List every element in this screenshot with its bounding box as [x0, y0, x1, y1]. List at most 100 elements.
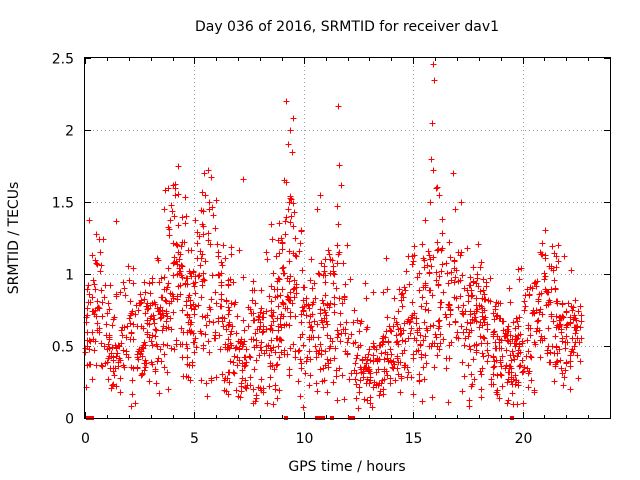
- data-point: [191, 339, 198, 346]
- data-point: [275, 343, 282, 350]
- data-point: [169, 208, 176, 215]
- data-point: [243, 346, 250, 353]
- data-point: [274, 278, 281, 285]
- data-point: [152, 333, 159, 340]
- data-point: [353, 381, 360, 388]
- data-point: [519, 369, 526, 376]
- data-point: [182, 220, 189, 227]
- data-point: [464, 287, 471, 294]
- data-point: [279, 239, 286, 246]
- data-point: [563, 333, 570, 340]
- data-point: [320, 324, 327, 331]
- data-point: [505, 338, 512, 345]
- data-point: [433, 277, 440, 284]
- data-point: [491, 328, 498, 335]
- data-point: [429, 394, 436, 401]
- data-point: [102, 282, 109, 289]
- data-point: [192, 279, 199, 286]
- data-point: [129, 308, 136, 315]
- data-point: [112, 342, 119, 349]
- data-point: [152, 326, 159, 333]
- data-point: [139, 344, 146, 351]
- data-point: [283, 214, 290, 221]
- data-point: [184, 329, 191, 336]
- data-point: [316, 271, 323, 278]
- data-point: [444, 270, 451, 277]
- data-point: [519, 357, 526, 364]
- data-point: [490, 364, 497, 371]
- data-point: [175, 163, 182, 170]
- data-point: [229, 323, 236, 330]
- data-point: [190, 301, 197, 308]
- data-point: [199, 189, 206, 196]
- data-point: [183, 275, 190, 282]
- data-point: [422, 306, 429, 313]
- data-point: [94, 320, 101, 327]
- data-point: [437, 331, 444, 338]
- data-point: [484, 340, 491, 347]
- data-point: [170, 240, 177, 247]
- data-point: [398, 375, 405, 382]
- data-point: [299, 267, 306, 274]
- data-point: [89, 376, 96, 383]
- data-point: [100, 236, 107, 243]
- data-point: [95, 304, 102, 311]
- data-point: [422, 282, 429, 289]
- data-point: [478, 259, 485, 266]
- data-point: [218, 303, 225, 310]
- data-point: [175, 222, 182, 229]
- data-point: [370, 384, 377, 391]
- data-point: [144, 300, 151, 307]
- data-point: [480, 353, 487, 360]
- data-point: [287, 345, 294, 352]
- data-point: [170, 260, 177, 267]
- data-point: [144, 317, 151, 324]
- data-point: [212, 332, 219, 339]
- data-point: [474, 306, 481, 313]
- data-point: [353, 395, 360, 402]
- data-point: [220, 242, 227, 249]
- data-point: [302, 370, 309, 377]
- data-point: [461, 373, 468, 380]
- data-point: [397, 389, 404, 396]
- data-point: [549, 243, 556, 250]
- data-point: [325, 247, 332, 254]
- data-point: [142, 289, 149, 296]
- data-point: [435, 318, 442, 325]
- data-point: [276, 336, 283, 343]
- data-point: [534, 318, 541, 325]
- data-point: [272, 294, 279, 301]
- data-point: [163, 318, 170, 325]
- data-point: [452, 206, 459, 213]
- data-point: [120, 362, 127, 369]
- data-point: [518, 265, 525, 272]
- data-point: [142, 364, 149, 371]
- data-point: [373, 346, 380, 353]
- data-point: [381, 366, 388, 373]
- data-point: [130, 321, 137, 328]
- data-point: [89, 252, 96, 259]
- data-point: [469, 292, 476, 299]
- data-point: [317, 341, 324, 348]
- data-point: [280, 264, 287, 271]
- data-point: [513, 315, 520, 322]
- data-point: [299, 331, 306, 338]
- data-point: [394, 338, 401, 345]
- data-point: [202, 192, 209, 199]
- data-point: [86, 346, 93, 353]
- data-point: [575, 308, 582, 315]
- data-point: [214, 241, 221, 248]
- data-point: [140, 325, 147, 332]
- data-point: [260, 385, 267, 392]
- data-point: [506, 369, 513, 376]
- data-point: [552, 333, 559, 340]
- data-point: [258, 376, 265, 383]
- data-point: [109, 322, 116, 329]
- data-point: [478, 340, 485, 347]
- data-point: [439, 261, 446, 268]
- data-point: [481, 335, 488, 342]
- data-point: [527, 325, 534, 332]
- data-point: [479, 322, 486, 329]
- data-point: [242, 384, 249, 391]
- data-point: [578, 312, 585, 319]
